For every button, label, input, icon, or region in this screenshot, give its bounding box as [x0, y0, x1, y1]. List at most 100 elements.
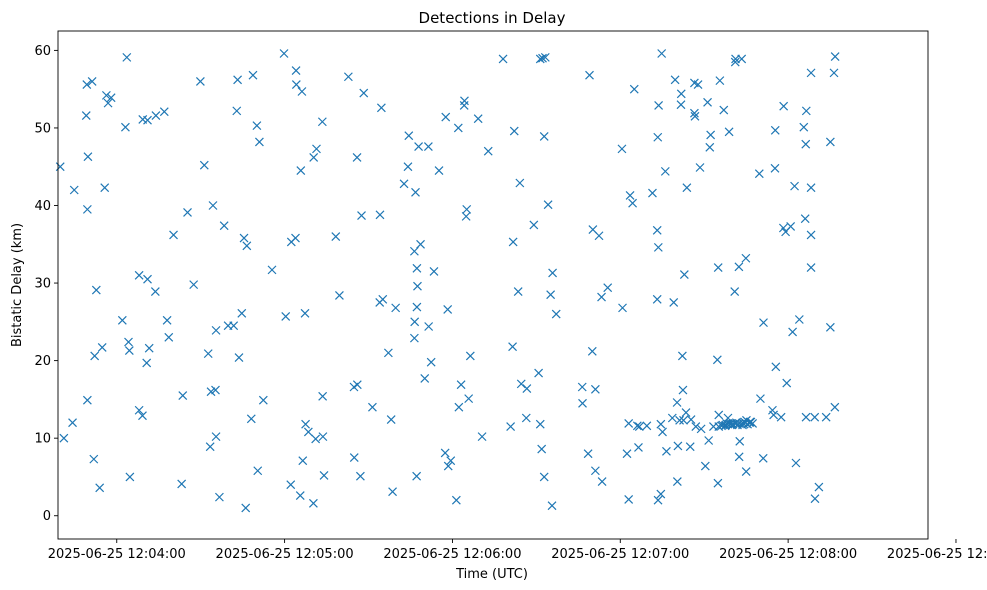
- data-point-131: [440, 448, 450, 458]
- data-point-23: [124, 337, 133, 347]
- data-point-116: [409, 333, 419, 343]
- data-point-69: [267, 265, 277, 275]
- data-point-201: [653, 495, 663, 505]
- data-point-210: [669, 298, 679, 307]
- data-point-284: [759, 318, 768, 328]
- data-point-126: [424, 322, 434, 331]
- data-point-208: [662, 446, 671, 456]
- data-point-206: [658, 427, 667, 437]
- data-point-43: [195, 76, 205, 86]
- data-point-227: [689, 108, 699, 118]
- data-point-311: [814, 482, 824, 492]
- data-point-22: [124, 346, 134, 355]
- data-point-222: [681, 408, 691, 418]
- data-point-194: [634, 422, 644, 431]
- data-point-313: [825, 322, 835, 332]
- data-point-98: [352, 380, 362, 390]
- data-point-202: [654, 101, 664, 110]
- data-point-63: [246, 414, 256, 424]
- data-point-3: [68, 418, 77, 428]
- data-point-167: [543, 200, 553, 210]
- data-point-91: [319, 470, 329, 480]
- data-point-61: [241, 503, 251, 513]
- data-point-21: [122, 52, 132, 62]
- data-point-152: [509, 126, 519, 136]
- data-point-88: [317, 117, 327, 127]
- data-point-312: [821, 412, 831, 422]
- data-point-188: [624, 419, 634, 428]
- data-point-25: [134, 405, 144, 415]
- data-point-76: [291, 80, 301, 89]
- x-tick-label-0: 2025-06-25 12:04:00: [48, 547, 186, 562]
- data-point-298: [791, 458, 801, 468]
- data-point-1: [59, 433, 69, 443]
- data-point-49: [211, 385, 220, 395]
- data-point-107: [383, 348, 393, 358]
- data-point-72: [286, 480, 296, 490]
- data-point-175: [585, 70, 594, 80]
- data-point-267: [735, 436, 745, 446]
- data-point-120: [412, 263, 422, 273]
- data-point-171: [551, 309, 561, 319]
- x-axis-ticks: 2025-06-25 12:04:00 2025-06-25 12:05:00 20…: [48, 539, 987, 562]
- data-point-77: [295, 491, 305, 500]
- data-point-241: [713, 263, 723, 272]
- data-point-306: [806, 263, 816, 272]
- data-point-62: [242, 241, 252, 251]
- data-point-17: [103, 98, 113, 108]
- data-point-180: [594, 231, 604, 241]
- data-point-186: [622, 449, 632, 459]
- data-point-242: [714, 410, 724, 420]
- data-point-39: [177, 479, 187, 489]
- data-point-154: [515, 178, 525, 188]
- data-point-265: [734, 452, 744, 462]
- data-point-288: [770, 163, 780, 173]
- data-point-197: [652, 225, 662, 235]
- data-point-295: [786, 222, 796, 231]
- data-point-56: [233, 75, 243, 85]
- data-point-230: [693, 80, 703, 89]
- data-point-296: [788, 327, 798, 337]
- data-point-232: [696, 424, 706, 434]
- data-point-304: [801, 412, 811, 422]
- data-point-59: [237, 308, 247, 318]
- data-point-244: [715, 76, 725, 86]
- data-point-315: [829, 68, 839, 78]
- data-point-156: [521, 413, 531, 423]
- data-point-2: [69, 185, 79, 195]
- data-point-60: [239, 233, 249, 243]
- data-point-190: [628, 198, 638, 208]
- data-point-40: [178, 391, 188, 400]
- data-point-302: [801, 139, 811, 149]
- data-point-94: [343, 72, 353, 82]
- data-points: [55, 49, 840, 513]
- data-point-234: [703, 97, 712, 107]
- data-point-5: [81, 111, 91, 120]
- data-point-300: [799, 122, 809, 132]
- data-point-219: [678, 385, 688, 395]
- data-point-143: [464, 394, 474, 404]
- data-point-71: [281, 311, 291, 321]
- data-point-29: [142, 358, 152, 368]
- data-point-125: [423, 142, 433, 151]
- data-point-289: [771, 362, 781, 372]
- data-point-99: [355, 471, 365, 481]
- data-point-13: [95, 483, 105, 493]
- data-point-252: [723, 413, 733, 423]
- data-point-127: [426, 357, 436, 367]
- data-point-301: [800, 214, 810, 224]
- data-point-86: [311, 434, 321, 444]
- data-point-42: [189, 280, 199, 290]
- data-point-215: [675, 415, 685, 425]
- data-point-237: [706, 130, 716, 140]
- data-point-4: [82, 80, 92, 89]
- data-point-92: [331, 232, 341, 241]
- data-point-70: [279, 49, 289, 58]
- data-point-192: [632, 421, 642, 431]
- data-point-307: [806, 68, 816, 78]
- y-tick-label-3: 30: [34, 277, 51, 292]
- data-point-292: [779, 101, 789, 111]
- data-point-9: [87, 76, 97, 86]
- data-point-100: [357, 211, 366, 221]
- data-point-66: [253, 466, 263, 476]
